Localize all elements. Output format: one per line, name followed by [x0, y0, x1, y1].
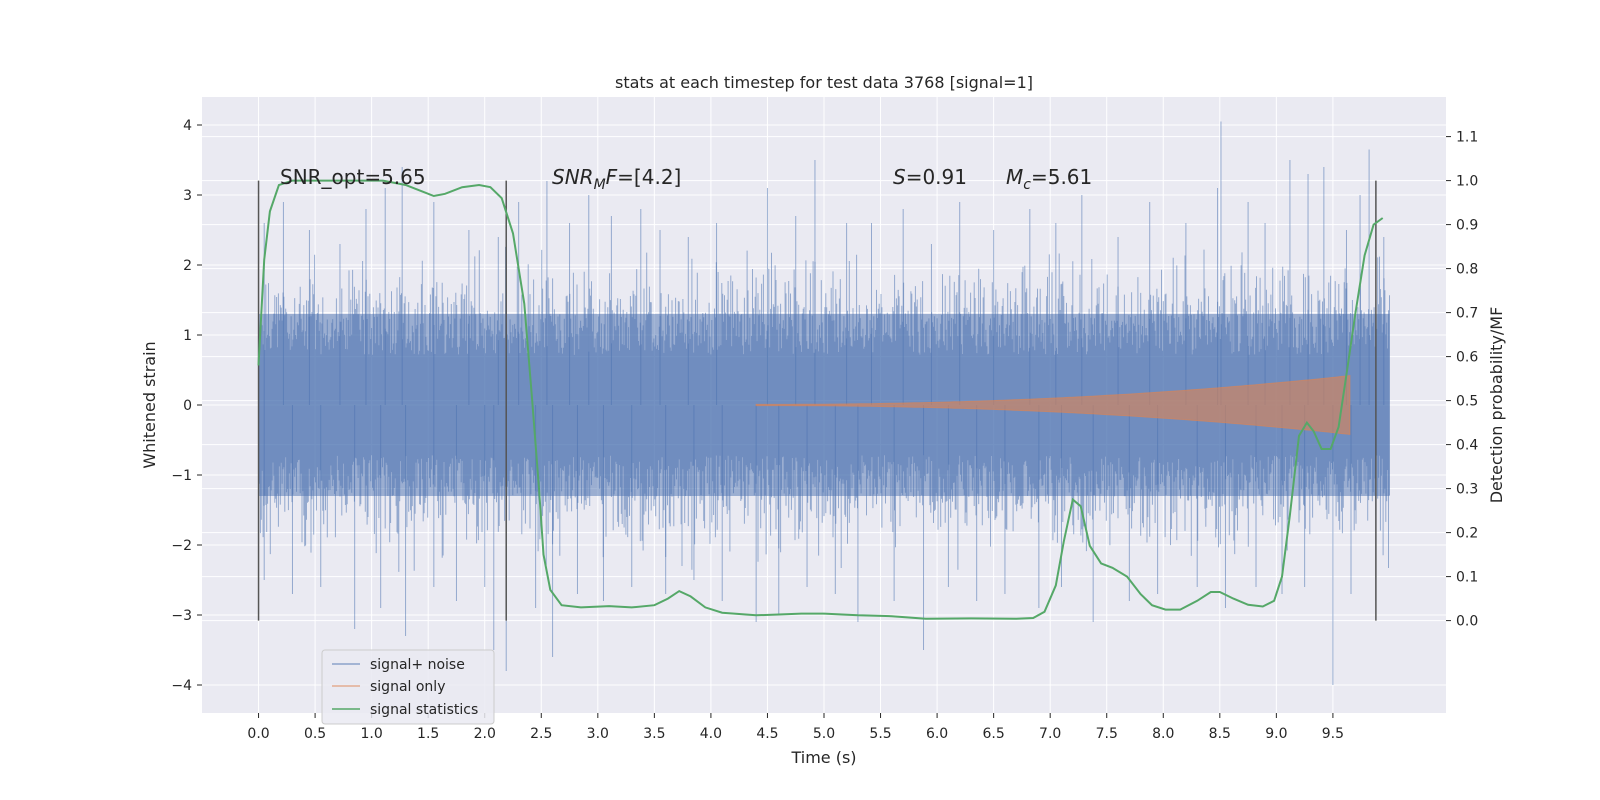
y2-tick-label: 0.6: [1456, 350, 1478, 366]
x-tick-label: 4.5: [756, 726, 778, 742]
legend-label-noise: signal+ noise: [370, 657, 465, 673]
y2-tick-label: 0.9: [1456, 218, 1478, 234]
x-tick-label: 5.0: [813, 726, 835, 742]
y2-tick-label: 0.2: [1456, 526, 1478, 542]
annotation-mc: Mc=5.61: [1006, 165, 1092, 193]
legend-box: [321, 649, 495, 725]
y2-tick-label: 0.4: [1456, 438, 1478, 454]
x-tick-label: 3.5: [643, 726, 665, 742]
x-tick-label: 8.0: [1152, 726, 1174, 742]
x-tick-label: 1.0: [361, 726, 383, 742]
x-tick-label: 7.0: [1039, 726, 1061, 742]
y2-tick-label: 0.0: [1456, 614, 1478, 630]
y2-tick-label: 0.8: [1456, 262, 1478, 278]
chart-title: stats at each timestep for test data 376…: [615, 73, 1033, 92]
annotation-snr-opt: SNR_opt=5.65: [280, 165, 426, 189]
x-tick-label: 0.0: [247, 726, 269, 742]
x-tick-label: 6.5: [983, 726, 1005, 742]
y-tick-label: 4: [183, 118, 192, 134]
y2-tick-label: 0.5: [1456, 394, 1478, 410]
legend-label-statistics: signal statistics: [370, 702, 478, 718]
tick-layer: 0.0 0.5 1.0 1.5 2.0 2.5 3.0 3.5 4.0 4.5 5.0 5.5 6.0 6…: [171, 118, 1478, 742]
y-tick-label: 1: [183, 328, 192, 344]
y-tick-label: −4: [171, 678, 192, 694]
y-axis-label: Whitened strain: [140, 341, 159, 468]
y2-tick-label: 0.3: [1456, 482, 1478, 498]
x-tick-label: 6.0: [926, 726, 948, 742]
x-tick-label: 8.5: [1209, 726, 1231, 742]
y2-tick-label: 1.1: [1456, 130, 1478, 146]
y-tick-label: −2: [171, 538, 192, 554]
y-tick-label: −3: [171, 608, 192, 624]
x-tick-label: 3.0: [587, 726, 609, 742]
x-tick-label: 0.5: [304, 726, 326, 742]
y-tick-label: −1: [171, 468, 192, 484]
x-tick-label: 5.5: [869, 726, 891, 742]
annotation-s: S=0.91: [893, 165, 967, 189]
legend: signal+ noise signal only signal statist…: [321, 649, 495, 725]
legend-label-signal: signal only: [370, 679, 445, 695]
y2-tick-label: 1.0: [1456, 174, 1478, 190]
y2-axis-label: Detection probability/MF: [1487, 307, 1506, 504]
y2-tick-label: 0.7: [1456, 306, 1478, 322]
x-tick-label: 7.5: [1096, 726, 1118, 742]
series-signal-only: [755, 375, 1351, 435]
y-tick-label: 0: [183, 398, 192, 414]
x-tick-label: 9.5: [1322, 726, 1344, 742]
y-tick-label: 2: [183, 258, 192, 274]
x-tick-label: 1.5: [417, 726, 439, 742]
x-tick-label: 2.0: [474, 726, 496, 742]
x-axis-label: Time (s): [790, 748, 856, 767]
y-tick-label: 3: [183, 188, 192, 204]
annotation-snr-mf: SNRMF=[4.2]: [552, 165, 681, 193]
x-tick-label: 2.5: [530, 726, 552, 742]
y2-tick-label: 0.1: [1456, 570, 1478, 586]
x-tick-label: 4.0: [700, 726, 722, 742]
series-signal-statistics: [257, 179, 1384, 620]
x-tick-label: 9.0: [1265, 726, 1287, 742]
series-layer: [257, 121, 1390, 685]
